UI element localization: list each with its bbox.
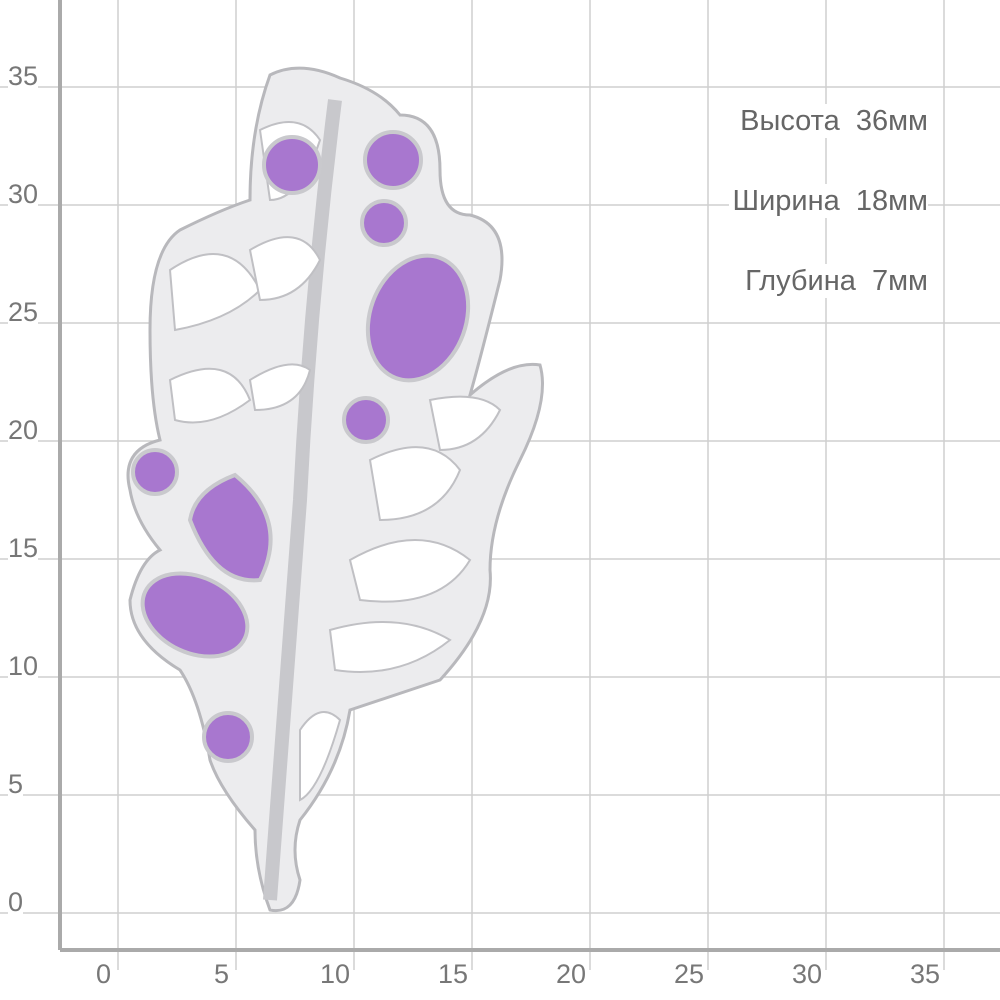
y-tick-label: 35 [8, 61, 39, 91]
gem [202, 711, 254, 763]
gem [262, 135, 322, 195]
leaf-stem [263, 99, 342, 901]
x-tick-label: 0 [96, 959, 112, 989]
y-tick-label: 5 [8, 769, 24, 799]
x-tick-label: 30 [792, 959, 823, 989]
gem [187, 472, 273, 583]
y-tick-label: 15 [8, 533, 39, 563]
x-tick-label: 10 [320, 959, 351, 989]
leaf-brooch [126, 66, 544, 913]
y-tick-label: 30 [8, 179, 39, 209]
x-tick-label: 20 [556, 959, 587, 989]
gem [365, 253, 471, 383]
depth-dimension: Глубина 7мм [741, 264, 928, 298]
gem [140, 571, 250, 659]
x-tick-label: 25 [674, 959, 705, 989]
height-dimension: Высота 36мм [736, 104, 928, 138]
gem [363, 130, 423, 190]
y-tick-label: 10 [8, 651, 39, 681]
x-tick-label: 15 [438, 959, 469, 989]
y-tick-label: 20 [8, 415, 39, 445]
y-tick-label: 0 [8, 887, 24, 917]
width-dimension: Ширина 18мм [728, 184, 928, 218]
gem [131, 448, 179, 496]
gem [342, 396, 390, 444]
leaf-body [126, 66, 544, 913]
gem [360, 199, 408, 247]
x-tick-label: 35 [910, 959, 941, 989]
x-tick-label: 5 [214, 959, 230, 989]
y-tick-label: 25 [8, 297, 39, 327]
